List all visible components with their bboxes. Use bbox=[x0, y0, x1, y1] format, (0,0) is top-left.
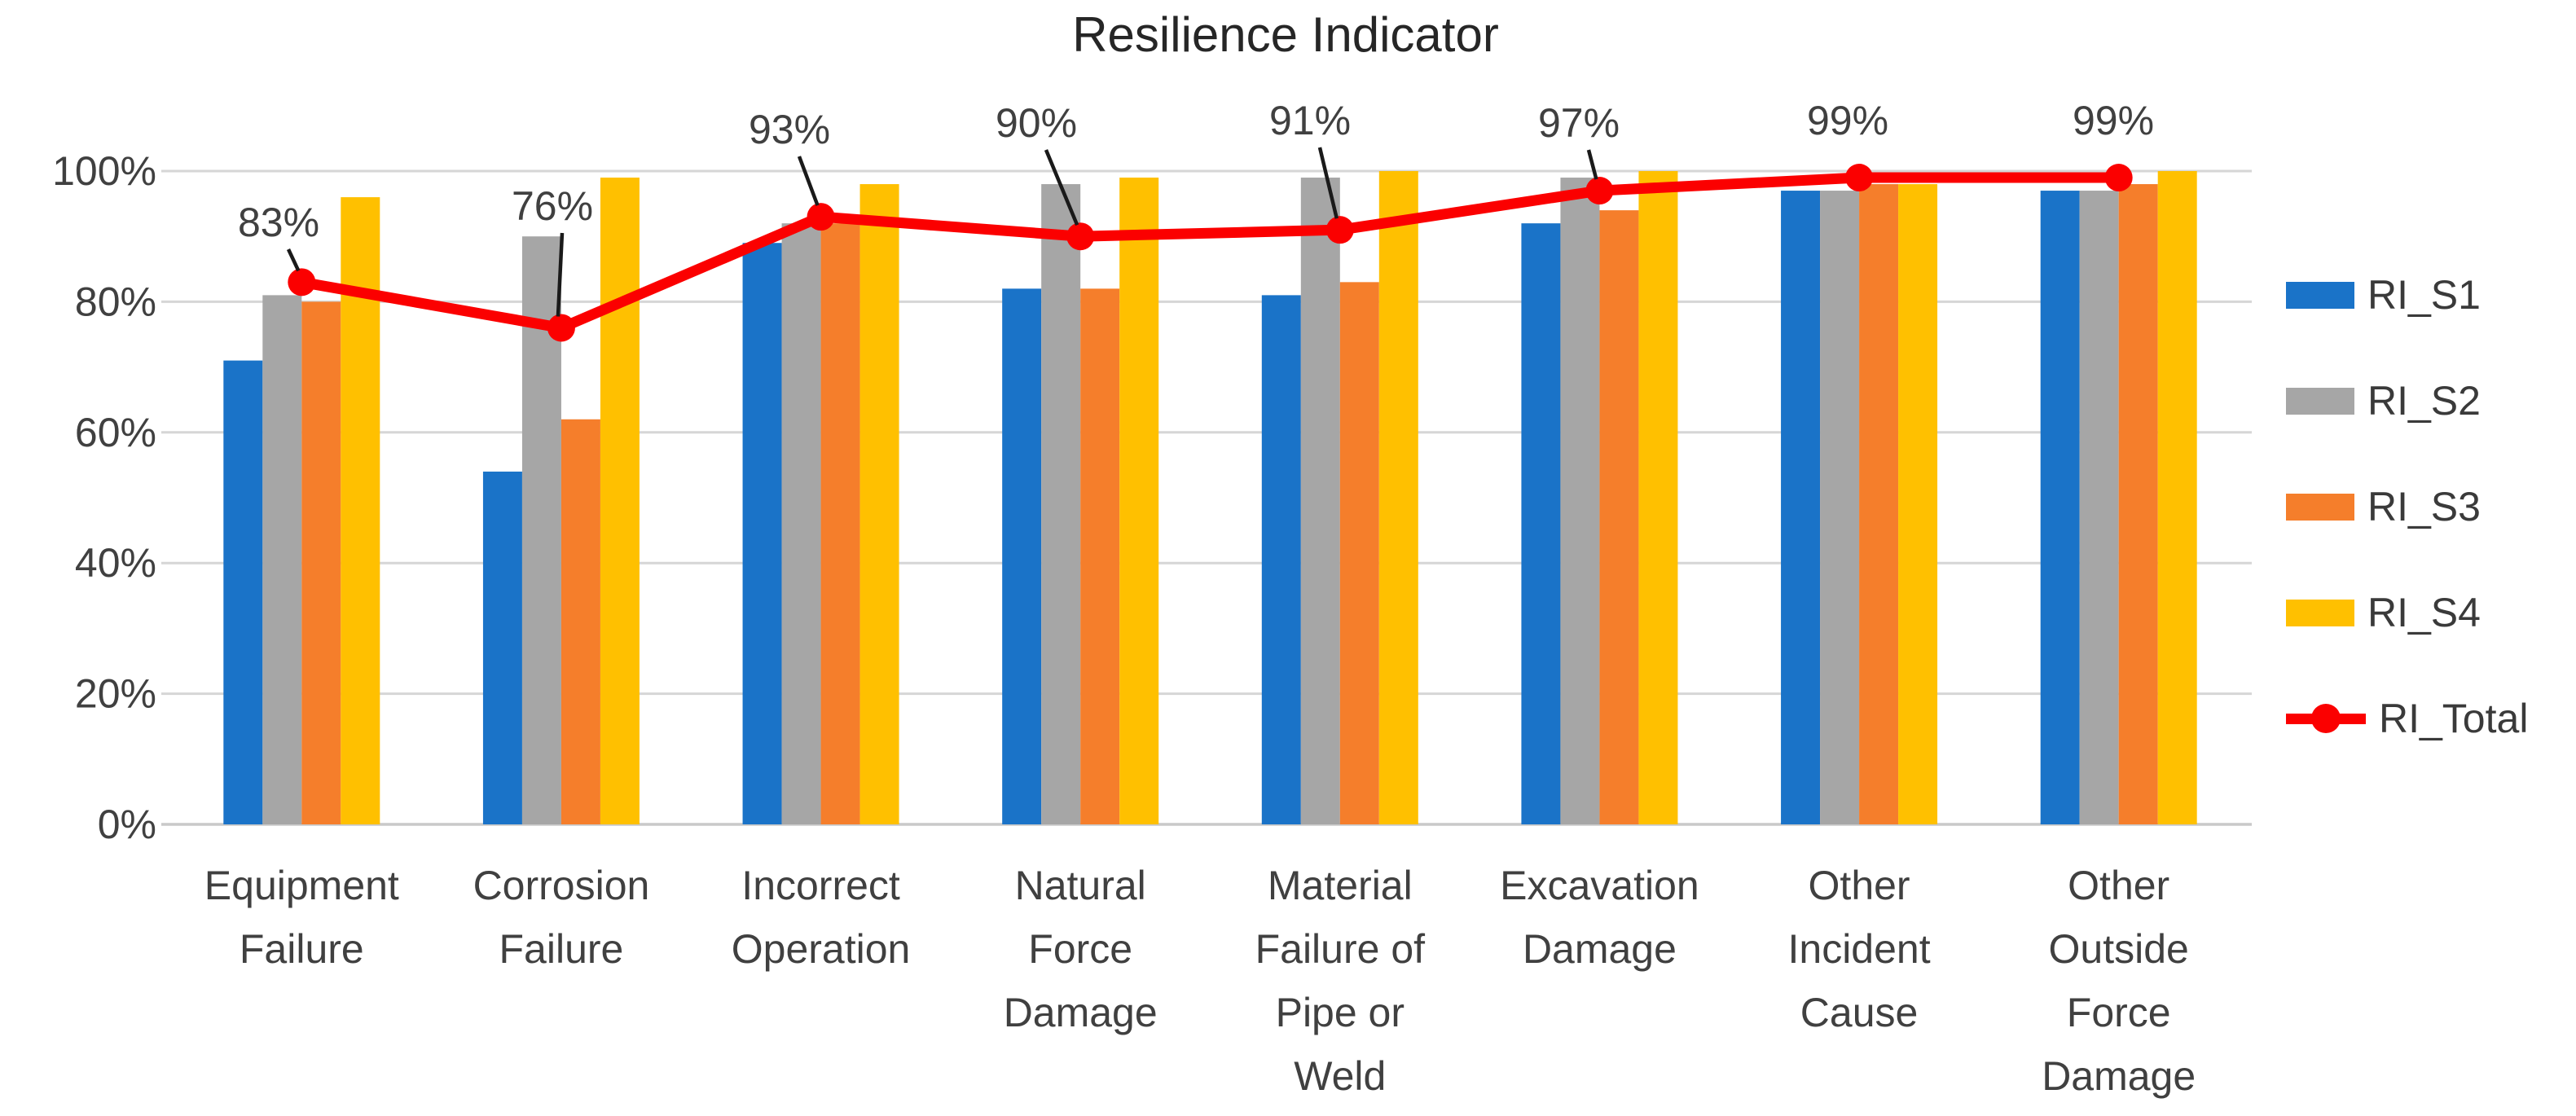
bar-RI_S4-6 bbox=[1638, 171, 1678, 824]
legend-item-ri-s1: RI_S1 bbox=[2286, 242, 2528, 348]
y-axis-tick-label: 20% bbox=[75, 671, 156, 717]
bar-RI_S3-4 bbox=[1080, 288, 1120, 824]
legend-swatch-ri-total-line bbox=[2286, 704, 2366, 733]
line-marker-ri-total-4 bbox=[1066, 222, 1095, 251]
data-label-ri-total-5: 91% bbox=[1269, 98, 1351, 143]
bar-RI_S2-8 bbox=[2079, 191, 2119, 824]
bar-RI_S2-6 bbox=[1560, 178, 1600, 824]
y-axis-tick-label: 80% bbox=[75, 279, 156, 324]
bar-RI_S3-7 bbox=[1859, 184, 1899, 825]
bar-RI_S3-6 bbox=[1599, 210, 1639, 824]
bar-RI_S1-8 bbox=[2040, 191, 2080, 824]
x-axis-category-label: Excavation Damage bbox=[1500, 863, 1699, 972]
legend-swatch-ri-s1 bbox=[2286, 281, 2354, 309]
data-label-leader-line bbox=[1586, 149, 1598, 180]
line-marker-ri-total-2 bbox=[547, 314, 575, 342]
data-label-leader-line bbox=[1044, 149, 1079, 226]
bar-RI_S4-1 bbox=[341, 197, 380, 824]
data-label-ri-total-2: 76% bbox=[512, 183, 593, 229]
data-label-leader-line bbox=[286, 248, 301, 272]
line-marker-ri-total-7 bbox=[1845, 164, 1874, 192]
bar-RI_S4-3 bbox=[859, 184, 899, 825]
legend-label-ri-s2: RI_S2 bbox=[2367, 378, 2481, 424]
bar-RI_S1-3 bbox=[742, 243, 782, 825]
data-label-ri-total-8: 99% bbox=[2073, 98, 2154, 143]
bar-RI_S2-4 bbox=[1041, 184, 1081, 825]
bar-RI_S1-5 bbox=[1261, 295, 1301, 824]
bar-RI_S3-5 bbox=[1339, 282, 1379, 825]
x-axis-category-label: Corrosion Failure bbox=[473, 863, 650, 972]
legend-swatch-ri-s2 bbox=[2286, 387, 2354, 415]
data-label-leader-line bbox=[797, 156, 820, 206]
line-marker-ri-total-6 bbox=[1585, 177, 1614, 205]
bar-RI_S1-4 bbox=[1002, 288, 1042, 824]
legend-item-ri-total: RI_Total bbox=[2286, 666, 2528, 771]
y-axis-tick-label: 0% bbox=[98, 802, 156, 847]
line-marker-ri-total-8 bbox=[2104, 164, 2133, 192]
bar-RI_S4-4 bbox=[1119, 178, 1159, 824]
chart-title: Resilience Indicator bbox=[1072, 7, 1499, 62]
data-label-ri-total-6: 97% bbox=[1538, 100, 1620, 146]
bar-RI_S4-2 bbox=[600, 178, 640, 824]
y-axis-tick-label: 40% bbox=[75, 540, 156, 586]
legend-swatch-ri-s3 bbox=[2286, 493, 2354, 521]
bar-RI_S2-5 bbox=[1300, 178, 1340, 824]
bar-RI_S4-7 bbox=[1898, 184, 1938, 825]
bar-RI_S1-1 bbox=[223, 360, 263, 825]
bar-RI_S4-8 bbox=[2157, 171, 2197, 824]
legend-item-ri-s3: RI_S3 bbox=[2286, 454, 2528, 560]
bar-RI_S2-1 bbox=[262, 295, 302, 824]
legend: RI_S1 RI_S2 RI_S3 RI_S4 RI_Total bbox=[2286, 242, 2528, 771]
bar-RI_S3-8 bbox=[2118, 184, 2158, 825]
bar-RI_S1-2 bbox=[482, 471, 522, 824]
legend-item-ri-s2: RI_S2 bbox=[2286, 348, 2528, 454]
legend-item-ri-s4: RI_S4 bbox=[2286, 560, 2528, 666]
bar-RI_S2-7 bbox=[1820, 191, 1860, 824]
x-axis-category-label: Equipment Failure bbox=[204, 863, 399, 972]
x-axis-category-label: Incorrect Operation bbox=[732, 863, 911, 972]
line-marker-ri-total-1 bbox=[288, 268, 316, 297]
y-axis-tick-label: 60% bbox=[75, 410, 156, 455]
bar-RI_S3-1 bbox=[301, 301, 341, 824]
x-axis-category-label: Natural Force Damage bbox=[1004, 863, 1158, 1035]
legend-label-ri-s3: RI_S3 bbox=[2367, 484, 2481, 529]
line-marker-ri-total-5 bbox=[1325, 216, 1354, 244]
bar-RI_S1-7 bbox=[1781, 191, 1821, 824]
data-label-ri-total-3: 93% bbox=[749, 107, 830, 152]
bar-RI_S4-5 bbox=[1378, 171, 1418, 824]
bar-RI_S3-3 bbox=[820, 223, 860, 824]
data-label-leader-line bbox=[556, 232, 565, 317]
legend-label-ri-s1: RI_S1 bbox=[2367, 272, 2481, 318]
legend-label-ri-total: RI_Total bbox=[2379, 696, 2529, 741]
data-label-ri-total-7: 99% bbox=[1807, 98, 1888, 143]
legend-marker-dot bbox=[2311, 704, 2341, 733]
legend-label-ri-s4: RI_S4 bbox=[2367, 590, 2481, 635]
data-label-leader-line bbox=[1317, 147, 1339, 219]
data-label-ri-total-1: 83% bbox=[238, 200, 319, 245]
bar-RI_S2-3 bbox=[781, 223, 821, 824]
line-marker-ri-total-3 bbox=[807, 203, 835, 231]
x-axis-category-label: Other Outside Force Damage bbox=[2042, 863, 2196, 1099]
x-axis-category-label: Other Incident Cause bbox=[1788, 863, 1931, 1035]
line-ri-total bbox=[296, 172, 2125, 333]
y-axis-tick-label: 100% bbox=[52, 148, 156, 194]
bar-RI_S3-2 bbox=[560, 419, 600, 824]
data-label-ri-total-4: 90% bbox=[996, 100, 1077, 146]
legend-swatch-ri-s4 bbox=[2286, 599, 2354, 626]
x-axis-category-label: Material Failure of Pipe or Weld bbox=[1255, 863, 1426, 1099]
bar-RI_S1-6 bbox=[1521, 223, 1561, 824]
